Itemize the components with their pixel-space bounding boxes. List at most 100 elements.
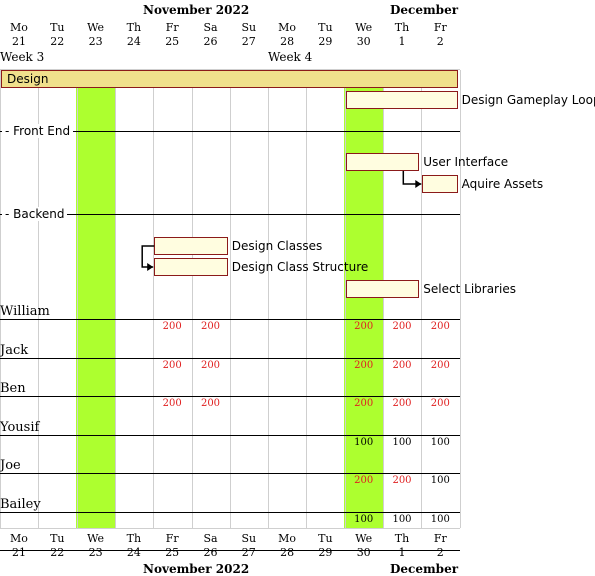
allocation-value: 200 — [162, 398, 182, 409]
day-number: 24 — [126, 35, 141, 48]
day-number: 2 — [436, 35, 444, 48]
day-number: 25 — [165, 35, 180, 48]
resource-divider — [0, 357, 460, 359]
dependency-line — [402, 171, 422, 185]
grid-vline — [77, 70, 78, 528]
day-number: 30 — [356, 35, 371, 48]
day-of-week: Fr — [165, 21, 179, 34]
task-bar[interactable] — [345, 91, 458, 109]
dependency-arrowhead — [415, 180, 422, 188]
day-of-week: Su — [241, 532, 257, 545]
allocation-value: 200 — [430, 321, 450, 332]
allocation-value: 100 — [354, 513, 374, 525]
day-of-week: Th — [394, 532, 410, 545]
task-bar[interactable] — [154, 237, 228, 255]
task-bar[interactable] — [1, 70, 458, 88]
day-of-week: Sa — [203, 532, 218, 545]
month-label: November 2022 — [143, 562, 250, 576]
task-bar[interactable] — [345, 153, 420, 171]
day-of-week: Th — [394, 21, 410, 34]
day-of-week: Sa — [203, 21, 218, 34]
day-number: 28 — [280, 546, 295, 559]
day-of-week: Th — [126, 532, 142, 545]
day-of-week: Fr — [433, 21, 447, 34]
grid-vline — [383, 70, 384, 528]
grid-vline — [192, 70, 193, 528]
allocation-value: 100 — [430, 513, 450, 525]
task-label: Design Class Structure — [231, 260, 369, 274]
allocation-value: 200 — [162, 321, 182, 332]
day-number: 26 — [203, 35, 218, 48]
month-label: December — [390, 3, 459, 17]
allocation-value: 200 — [392, 475, 412, 486]
grid-vline — [268, 70, 269, 528]
resource-name[interactable]: Ben — [0, 381, 26, 396]
day-of-week: Mo — [278, 21, 297, 34]
footer-divider — [0, 528, 460, 529]
task-bar[interactable] — [345, 280, 420, 298]
grid-vline — [0, 70, 1, 528]
resource-name[interactable]: Yousif — [0, 419, 40, 435]
group-label[interactable]: - Backend — [2, 207, 68, 221]
highlight-column — [75, 70, 115, 528]
day-number: 1 — [398, 35, 406, 48]
grid-vline — [306, 70, 307, 528]
dependency-arrowhead — [147, 263, 154, 271]
resource-divider — [0, 550, 460, 551]
day-of-week: Mo — [10, 532, 28, 545]
task-label: Design Gameplay Loop — [461, 93, 595, 107]
allocation-value: 100 — [392, 436, 412, 448]
group-label[interactable]: - Front End — [2, 124, 74, 138]
task-label: Select Libraries — [423, 282, 516, 296]
group-divider — [0, 131, 460, 132]
month-label: November 2022 — [143, 3, 250, 17]
allocation-value: 200 — [200, 398, 221, 409]
allocation-value: 100 — [430, 475, 450, 486]
week-label: Week 4 — [268, 50, 313, 64]
resource-name[interactable]: Joe — [0, 458, 21, 473]
day-number: 22 — [50, 546, 65, 559]
grid-vline — [115, 70, 116, 528]
allocation-value: 200 — [162, 359, 182, 371]
grid-vline — [153, 70, 154, 528]
day-number: 1 — [398, 546, 406, 559]
allocation-value: 100 — [354, 436, 374, 448]
day-of-week: Fr — [433, 532, 447, 545]
task-bar[interactable] — [154, 258, 228, 276]
task-label: Design Classes — [231, 239, 323, 253]
day-of-week: Su — [241, 21, 257, 34]
day-of-week: Mo — [10, 21, 28, 34]
day-of-week: We — [87, 532, 105, 545]
resource-divider — [0, 319, 460, 320]
day-number: 25 — [165, 546, 180, 559]
day-number: 26 — [203, 546, 218, 559]
grid-vline — [345, 70, 346, 528]
allocation-value: 100 — [430, 436, 450, 448]
day-of-week: Tu — [318, 532, 333, 545]
resource-divider — [0, 473, 460, 474]
task-label: Aquire Assets — [461, 177, 544, 191]
grid-vline — [38, 70, 39, 528]
resource-divider — [0, 511, 460, 513]
day-number: 28 — [280, 35, 295, 48]
day-number: 29 — [318, 546, 333, 559]
grid-vline — [460, 70, 461, 528]
day-of-week: We — [355, 532, 373, 545]
day-of-week: Tu — [50, 532, 65, 545]
day-number: 24 — [126, 546, 141, 559]
day-number: 30 — [356, 546, 371, 559]
grid-vline — [230, 70, 231, 528]
resource-divider — [0, 396, 460, 397]
day-number: 27 — [241, 35, 256, 48]
resource-name[interactable]: William — [0, 304, 50, 319]
day-number: 29 — [318, 35, 333, 48]
resource-name[interactable]: Bailey — [0, 496, 41, 512]
allocation-value: 100 — [392, 513, 412, 525]
day-of-week: Tu — [318, 21, 333, 34]
task-bar[interactable] — [422, 175, 458, 193]
resource-name[interactable]: Jack — [0, 342, 29, 358]
day-of-week: We — [355, 21, 373, 34]
day-number: 2 — [436, 546, 444, 559]
day-number: 21 — [12, 546, 26, 559]
